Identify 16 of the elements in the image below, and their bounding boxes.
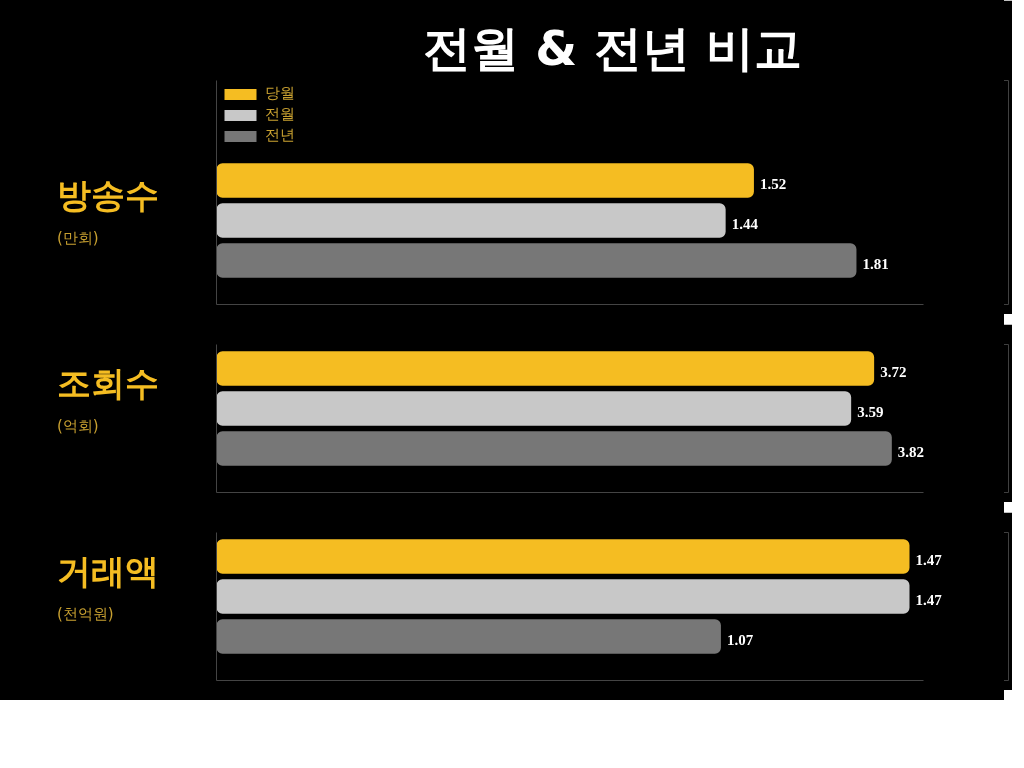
data-label: 3.59: [857, 403, 884, 420]
data-label: 1.47: [915, 551, 943, 568]
data-label: 1.07: [726, 631, 754, 648]
legend-label: 전년: [265, 126, 295, 145]
data-label: 1.44: [731, 215, 759, 232]
data-label: 3.72: [880, 363, 907, 380]
y-axis-title: 조회수 (억회): [57, 362, 159, 437]
legend-label: 전월: [265, 105, 295, 124]
data-label: 1.47: [915, 591, 943, 608]
y-axis-title: 거래액 (천억원): [57, 550, 159, 625]
data-label: 3.82: [897, 443, 925, 460]
data-label: 1.81: [862, 255, 889, 272]
y-axis-title: 방송수 (만회): [57, 174, 159, 249]
data-label: 1.52: [759, 175, 787, 192]
chart-title: 전월 & 전년 비교: [422, 19, 803, 76]
legend-label: 당월: [265, 84, 295, 103]
